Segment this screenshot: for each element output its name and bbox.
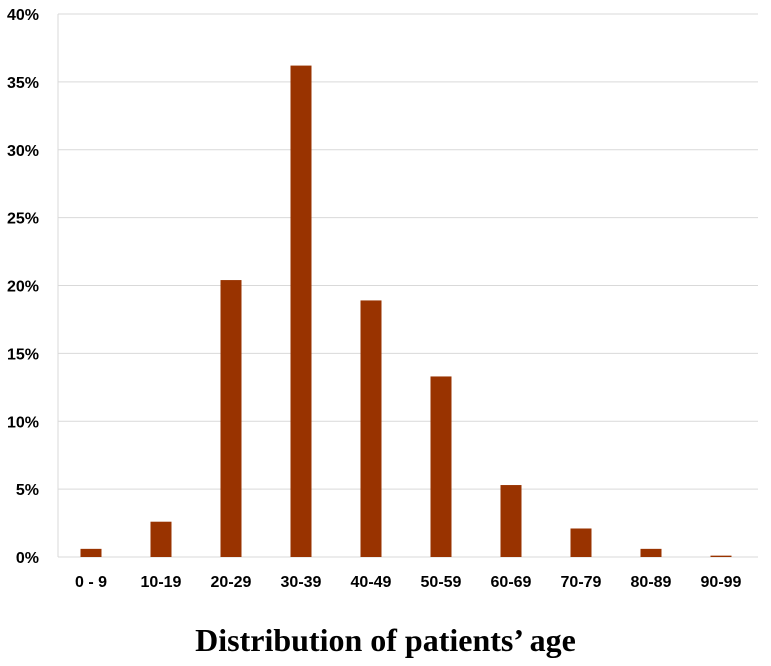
gridlines xyxy=(57,13,758,558)
y-tick-label: 30% xyxy=(7,143,39,160)
y-tick-label: 5% xyxy=(16,482,39,499)
x-tick-label: 80-89 xyxy=(631,574,672,591)
x-tick-label: 40-49 xyxy=(351,574,392,591)
chart-title: Distribution of patients’ age xyxy=(195,622,576,658)
x-tick-label: 70-79 xyxy=(561,574,602,591)
y-tick-label: 15% xyxy=(7,346,39,363)
bar-60-69 xyxy=(500,485,522,557)
y-axis-tick-labels: 0% 5% 10% 15% 20% 25% 30% 35% 40% xyxy=(7,7,39,567)
bar-20-29 xyxy=(220,280,242,557)
x-tick-label: 0 - 9 xyxy=(75,574,107,591)
x-tick-label: 60-69 xyxy=(491,574,532,591)
bar-10-19 xyxy=(150,521,172,557)
x-tick-label: 50-59 xyxy=(421,574,462,591)
bar-50-59 xyxy=(430,376,452,557)
y-tick-label: 20% xyxy=(7,279,39,296)
bar-40-49 xyxy=(360,300,382,557)
chart-area: 0% 5% 10% 15% 20% 25% 30% 35% 40% 0 - 9 10-19 20-2… xyxy=(7,7,758,591)
y-tick-label: 0% xyxy=(16,550,39,567)
bars xyxy=(80,65,732,558)
x-tick-label: 10-19 xyxy=(141,574,182,591)
y-tick-label: 10% xyxy=(7,414,39,431)
x-tick-label: 20-29 xyxy=(211,574,252,591)
bar-30-39 xyxy=(290,65,312,558)
x-tick-label: 30-39 xyxy=(281,574,322,591)
bar-chart: 0% 5% 10% 15% 20% 25% 30% 35% 40% 0 - 9 10-19 20-2… xyxy=(7,7,758,591)
y-tick-label: 40% xyxy=(7,7,39,24)
y-tick-label: 35% xyxy=(7,75,39,92)
x-axis-tick-labels: 0 - 9 10-19 20-29 30-39 40-49 50-59 60-69 70-79… xyxy=(75,574,742,591)
bar-90-99 xyxy=(710,555,732,557)
x-tick-label: 90-99 xyxy=(701,574,742,591)
y-tick-label: 25% xyxy=(7,211,39,228)
bar-80-89 xyxy=(640,548,662,557)
bar-70-79 xyxy=(570,528,592,557)
bar-0-9 xyxy=(80,548,102,557)
